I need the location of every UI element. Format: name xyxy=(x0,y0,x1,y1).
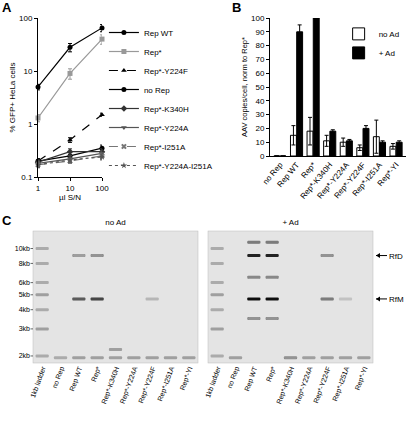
svg-text:50: 50 xyxy=(255,83,264,92)
svg-text:40: 40 xyxy=(255,97,264,106)
svg-text:60: 60 xyxy=(255,69,264,78)
svg-text:no Rep: no Rep xyxy=(51,365,66,389)
svg-text:100: 100 xyxy=(251,14,265,23)
svg-text:0: 0 xyxy=(260,152,265,161)
svg-text:Rep*-Y224F: Rep*-Y224F xyxy=(332,161,367,201)
svg-text:Rep*-Y224A: Rep*-Y224A xyxy=(294,365,315,405)
svg-text:10: 10 xyxy=(23,67,32,76)
svg-text:10kb: 10kb xyxy=(15,245,30,252)
svg-text:Rep*-Y224A: Rep*-Y224A xyxy=(144,124,189,133)
svg-text:10: 10 xyxy=(66,184,75,193)
svg-text:Rep*-YI: Rep*-YI xyxy=(179,366,195,392)
svg-text:Rep WT: Rep WT xyxy=(275,161,301,189)
svg-text:Rep*-K340H: Rep*-K340H xyxy=(100,366,121,406)
svg-text:4kb: 4kb xyxy=(19,306,30,313)
svg-text:Rep*-K340H: Rep*-K340H xyxy=(275,366,296,406)
svg-text:RfD: RfD xyxy=(389,252,403,261)
svg-text:6kb: 6kb xyxy=(19,279,30,286)
svg-text:5kb: 5kb xyxy=(19,291,30,298)
svg-text:0.1: 0.1 xyxy=(21,173,33,182)
svg-text:Rep*-Y224F: Rep*-Y224F xyxy=(144,67,188,76)
svg-text:Rep*: Rep* xyxy=(90,365,103,383)
svg-text:20: 20 xyxy=(255,124,264,133)
svg-text:Rep*-Y224A: Rep*-Y224A xyxy=(315,160,351,200)
svg-text:Rep*-YI: Rep*-YI xyxy=(376,161,401,188)
svg-text:10: 10 xyxy=(255,138,264,147)
svg-text:Rep*-Y224A: Rep*-Y224A xyxy=(119,365,140,405)
svg-text:no Ad: no Ad xyxy=(379,30,399,39)
svg-text:+ Ad: + Ad xyxy=(282,218,298,227)
svg-text:no Rep: no Rep xyxy=(144,86,170,95)
svg-text:100: 100 xyxy=(95,184,109,193)
svg-text:1: 1 xyxy=(28,120,33,129)
svg-text:30: 30 xyxy=(255,110,264,119)
html-text:B: B xyxy=(232,0,242,15)
svg-text:80: 80 xyxy=(255,41,264,50)
svg-text:8kb: 8kb xyxy=(19,260,30,267)
svg-text:1kb ladder: 1kb ladder xyxy=(29,365,47,399)
svg-text:+ Ad: + Ad xyxy=(379,49,395,58)
svg-text:no Rep: no Rep xyxy=(226,365,241,389)
svg-text:Rep*-I251A: Rep*-I251A xyxy=(351,160,385,198)
svg-text:1kb ladder: 1kb ladder xyxy=(204,365,222,399)
svg-text:70: 70 xyxy=(255,55,264,64)
svg-text:100: 100 xyxy=(19,14,33,23)
svg-text:1: 1 xyxy=(36,184,41,193)
svg-text:Rep*-Y224F: Rep*-Y224F xyxy=(137,366,158,405)
svg-text:Rep*: Rep* xyxy=(144,48,162,57)
svg-text:2kb: 2kb xyxy=(19,352,30,359)
svg-text:AAV copies/cell, norm to Rep*: AAV copies/cell, norm to Rep* xyxy=(240,37,249,137)
svg-text:Rep WT: Rep WT xyxy=(243,365,260,393)
svg-text:3kb: 3kb xyxy=(19,325,30,332)
svg-text:Rep*: Rep* xyxy=(265,365,278,383)
svg-text:Rep*: Rep* xyxy=(299,161,317,180)
svg-text:no Ad: no Ad xyxy=(105,218,125,227)
svg-text:Rep*-Y224A-I251A: Rep*-Y224A-I251A xyxy=(144,162,213,171)
svg-text:Rep*-K340H: Rep*-K340H xyxy=(144,105,189,114)
svg-text:90: 90 xyxy=(255,28,264,37)
svg-text:Rep WT: Rep WT xyxy=(144,29,173,38)
svg-text:% GFP+ HeLa cells: % GFP+ HeLa cells xyxy=(8,62,17,132)
svg-text:Rep*-I251A: Rep*-I251A xyxy=(156,365,176,402)
svg-text:Rep*-I251A: Rep*-I251A xyxy=(144,143,186,152)
svg-text:Rep*-I251A: Rep*-I251A xyxy=(331,365,351,402)
html-text:A: A xyxy=(2,0,12,15)
svg-text:no Rep: no Rep xyxy=(261,160,285,186)
html-text:C: C xyxy=(2,213,12,228)
svg-text:µl S/N: µl S/N xyxy=(59,193,81,202)
svg-text:RfM: RfM xyxy=(389,295,404,304)
svg-text:Rep*-Y224F: Rep*-Y224F xyxy=(312,366,333,405)
svg-text:Rep*-K340H: Rep*-K340H xyxy=(299,161,335,201)
svg-text:Rep*-YI: Rep*-YI xyxy=(354,366,370,392)
svg-text:Rep WT: Rep WT xyxy=(68,365,85,393)
